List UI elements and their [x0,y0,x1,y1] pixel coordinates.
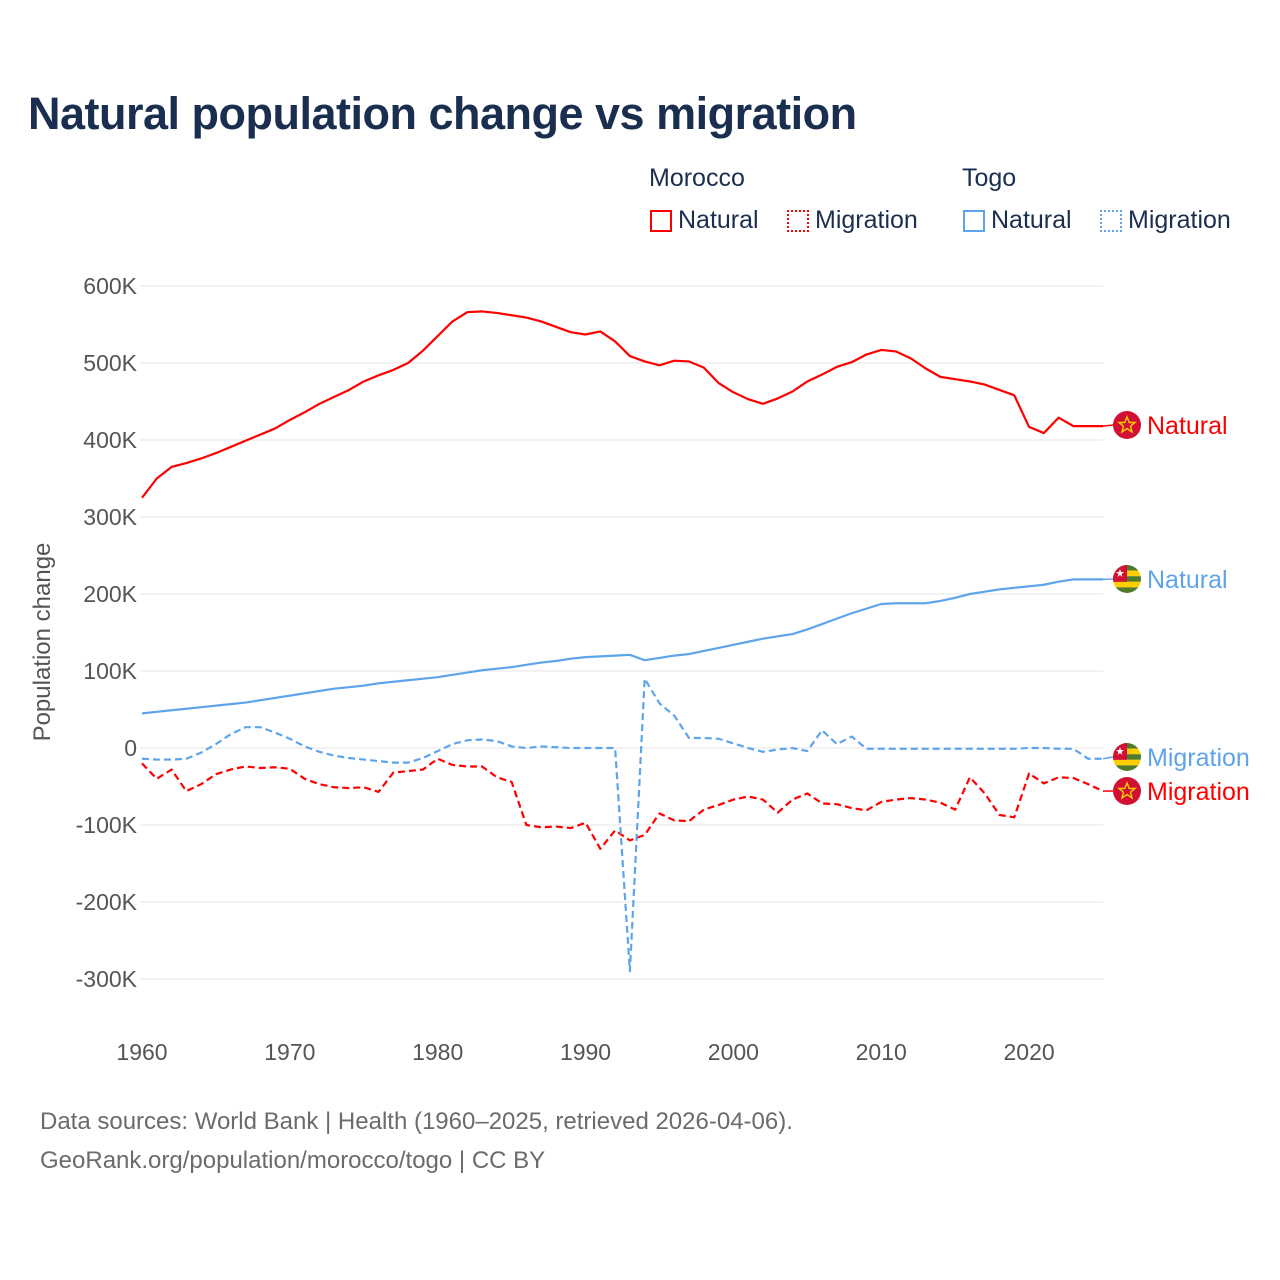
legend-label: Migration [1128,206,1231,234]
x-tick-label: 2020 [1003,1039,1054,1065]
x-tick-label: 1970 [264,1039,315,1065]
end-label: Natural [1147,566,1228,594]
y-tick-label: 0 [124,735,137,761]
chart-title: Natural population change vs migration [28,88,857,139]
x-tick-label: 2000 [708,1039,759,1065]
legend-label: Natural [991,206,1072,234]
y-tick-label: 100K [83,658,137,684]
series-line-togo-natural[interactable] [141,578,1103,715]
y-tick-label: 600K [83,273,137,299]
end-label-connector [1102,424,1114,427]
legend-morocco-natural[interactable]: Natural [650,206,759,235]
series-line-morocco-migration[interactable] [141,757,1104,850]
legend-group-togo: Togo [962,164,1017,192]
legend-morocco-migration[interactable]: Migration [787,206,918,235]
x-tick-label: 1990 [560,1039,611,1065]
legend-swatch-dotted [1100,209,1122,232]
end-label: Migration [1147,778,1250,806]
legend-label: Migration [815,206,918,234]
morocco-flag-icon [1113,411,1141,439]
legend-swatch-solid [650,209,672,232]
y-tick-label: 500K [83,350,137,376]
y-tick-label: -100K [76,812,138,838]
y-tick-label: -200K [76,889,138,915]
x-tick-label: 1960 [116,1039,167,1065]
footer-sources: Data sources: World Bank | Health (1960–… [40,1108,793,1135]
y-tick-label: -300K [76,966,138,992]
y-tick-label: 400K [83,427,137,453]
legend-swatch-solid [963,209,985,232]
legend-group-morocco: Morocco [649,164,745,192]
x-tick-label: 2010 [856,1039,907,1065]
end-label: Migration [1147,744,1250,772]
y-tick-label: 200K [83,581,137,607]
series-line-morocco-natural[interactable] [141,310,1103,499]
footer-url[interactable]: GeoRank.org/population/morocco/togo | CC… [40,1147,546,1174]
legend-swatch-dotted [787,209,809,232]
legend-togo-migration[interactable]: Migration [1100,206,1231,235]
morocco-flag-icon [1113,777,1141,805]
y-axis-label: Population change [29,543,56,742]
togo-flag-icon [1113,565,1141,593]
togo-flag-icon [1113,743,1141,771]
end-label: Natural [1147,412,1228,440]
end-label-connector [1102,756,1114,760]
legend-label: Natural [678,206,759,234]
x-tick-label: 1980 [412,1039,463,1065]
y-tick-label: 300K [83,504,137,530]
legend-togo-natural[interactable]: Natural [963,206,1072,235]
